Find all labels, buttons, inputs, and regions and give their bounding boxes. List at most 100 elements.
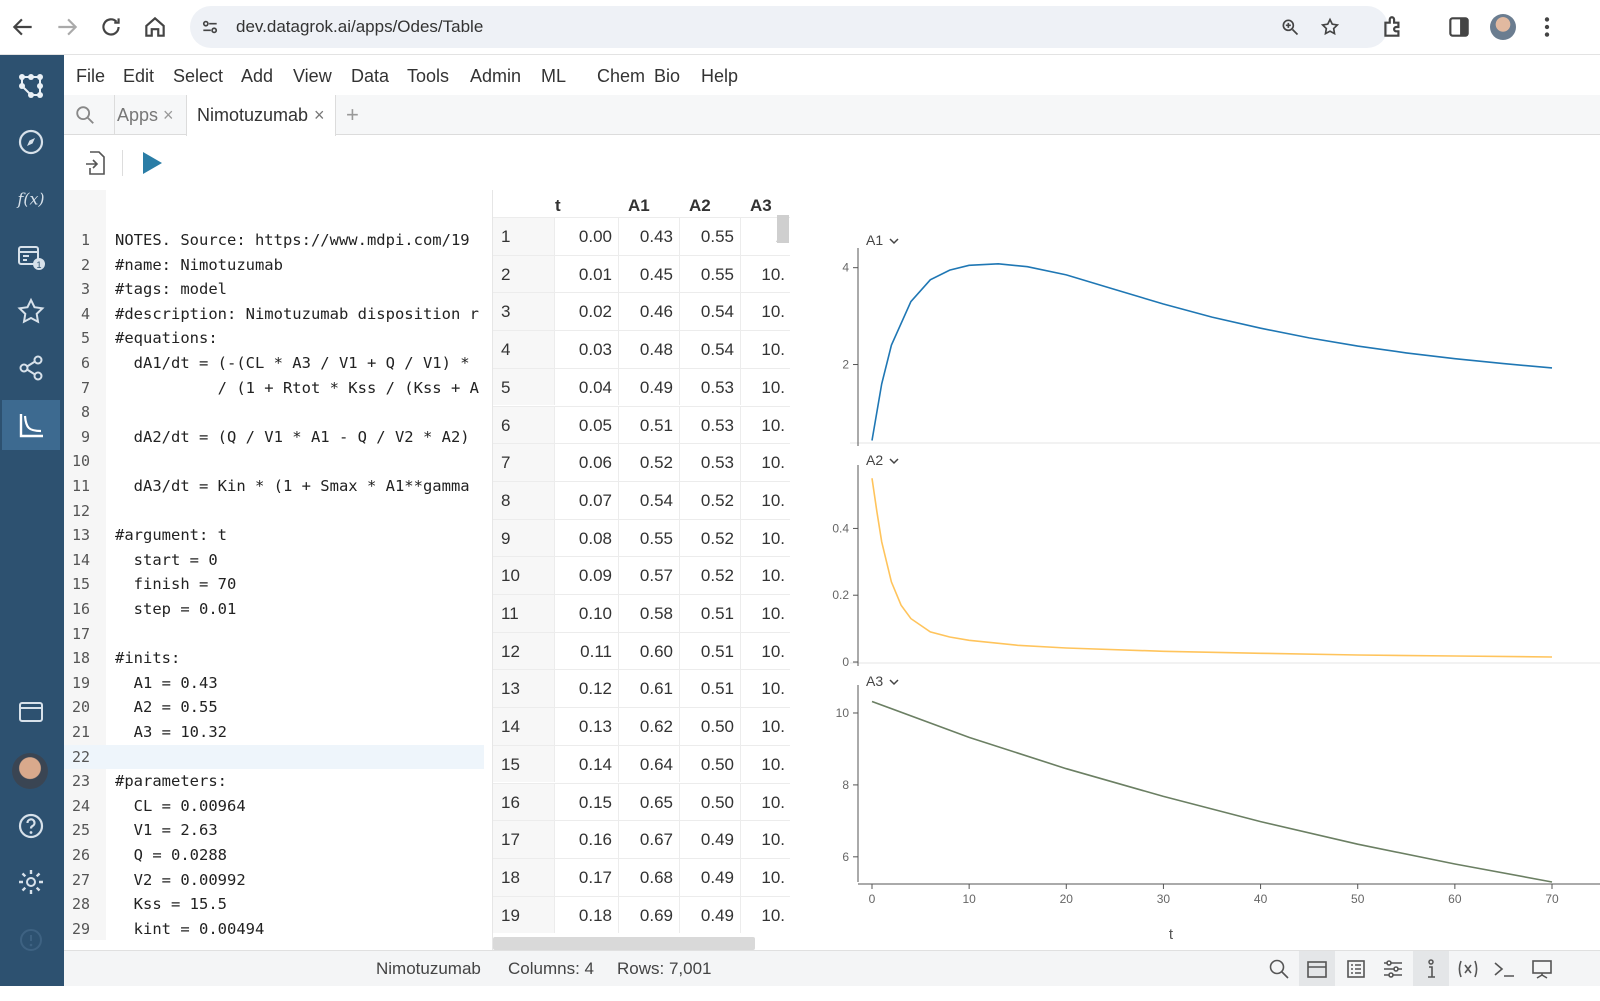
table-cell[interactable]: 0.53 — [679, 368, 740, 406]
table-cell[interactable]: 0.58 — [618, 595, 679, 632]
run-play-icon[interactable] — [140, 150, 164, 176]
code-line[interactable]: 9 dA2/dt = (Q / V1 * A1 - Q / V2 * A2) — [64, 425, 484, 450]
search-icon[interactable] — [1267, 957, 1291, 981]
menu-item-add[interactable]: Add — [241, 66, 274, 86]
table-cell[interactable]: 0.51 — [679, 595, 740, 632]
table-cell[interactable]: 0.54 — [618, 481, 679, 519]
table-cell[interactable]: 0.07 — [554, 481, 618, 519]
table-row[interactable]: 18 0.17 0.68 0.49 10. — [493, 857, 790, 896]
code-line[interactable]: 13 #argument: t — [64, 523, 484, 548]
code-line[interactable]: 21 A3 = 10.32 — [64, 720, 484, 745]
code-line[interactable]: 10 — [64, 449, 484, 474]
table-cell[interactable]: 0.52 — [618, 444, 679, 481]
row-number[interactable]: 8 — [493, 481, 554, 519]
profile-avatar[interactable] — [1490, 14, 1516, 40]
table-cell[interactable]: 0.00 — [554, 218, 618, 255]
row-number[interactable]: 17 — [493, 821, 554, 858]
table-cell[interactable]: 0.57 — [618, 557, 679, 594]
table-cell[interactable]: 10. — [740, 745, 790, 783]
row-number[interactable]: 11 — [493, 595, 554, 632]
data-grid[interactable]: t A1 A2 A3 10.000.430.55120.010.450.5510… — [492, 190, 790, 950]
table-cell[interactable]: 0.53 — [679, 406, 740, 444]
table-cell[interactable]: 0.55 — [618, 519, 679, 557]
code-line[interactable]: 1 NOTES. Source: https://www.mdpi.com/19 — [64, 228, 484, 253]
menu-item-chem[interactable]: Chem — [597, 66, 646, 86]
row-number[interactable]: 1 — [493, 218, 554, 255]
close-icon[interactable]: × — [163, 105, 174, 125]
context-help-toggle[interactable] — [1413, 951, 1449, 987]
code-line[interactable]: 18 #inits: — [64, 646, 484, 671]
table-cell[interactable]: 10. — [740, 255, 790, 293]
table-cell[interactable]: 0.09 — [554, 557, 618, 594]
row-number[interactable]: 4 — [493, 331, 554, 368]
table-cell[interactable]: 10. — [740, 368, 790, 406]
table-cell[interactable]: 0.49 — [679, 896, 740, 934]
line-charts-panel[interactable]: A1 4 2 A2 0.4 0.2 0 A3 10 8 6 0 10 20 30 40 50 60 70 t — [790, 190, 1600, 950]
table-row[interactable]: 14 0.13 0.62 0.50 10. — [493, 707, 790, 745]
code-line[interactable]: 28 Kss = 15.5 — [64, 892, 484, 917]
table-cell[interactable]: 10. — [740, 293, 790, 331]
url-text[interactable]: dev.datagrok.ai/apps/Odes/Table — [236, 17, 484, 36]
table-row[interactable]: 19 0.18 0.69 0.49 10. — [493, 895, 790, 934]
row-number[interactable]: 7 — [493, 444, 554, 481]
table-row[interactable]: 11 0.10 0.58 0.51 10. — [493, 594, 790, 632]
zoom-icon[interactable] — [1280, 17, 1300, 37]
row-number[interactable]: 2 — [493, 255, 554, 293]
menu-item-file[interactable]: File — [76, 66, 106, 86]
table-row[interactable]: 13 0.12 0.61 0.51 10. — [493, 669, 790, 708]
table-row[interactable]: 5 0.04 0.49 0.53 10. — [493, 367, 790, 406]
table-row[interactable]: 9 0.08 0.55 0.52 10. — [493, 518, 790, 557]
browse-compass-icon[interactable] — [2, 117, 60, 167]
help-icon[interactable] — [2, 801, 60, 851]
code-line[interactable]: 14 start = 0 — [64, 548, 484, 573]
table-cell[interactable]: 0.69 — [618, 896, 679, 934]
vertical-scrollbar[interactable] — [777, 215, 789, 243]
row-number[interactable]: 14 — [493, 708, 554, 745]
site-settings-icon[interactable] — [200, 17, 220, 37]
table-cell[interactable]: 10. — [740, 632, 790, 670]
table-cell[interactable]: 0.54 — [679, 293, 740, 331]
table-cell[interactable]: 0.60 — [618, 632, 679, 670]
horizontal-scrollbar[interactable] — [493, 937, 755, 950]
table-cell[interactable]: 0.45 — [618, 255, 679, 293]
menu-item-view[interactable]: View — [293, 66, 332, 86]
table-view-toggle[interactable] — [1299, 951, 1335, 987]
table-cell[interactable]: 10. — [740, 783, 790, 821]
row-number[interactable]: 5 — [493, 368, 554, 406]
table-cell[interactable]: 0.51 — [618, 406, 679, 444]
table-cell[interactable]: 0.62 — [618, 708, 679, 745]
table-cell[interactable]: 0.51 — [679, 670, 740, 708]
search-icon[interactable] — [74, 104, 96, 126]
table-row[interactable]: 4 0.03 0.48 0.54 10. — [493, 330, 790, 368]
table-cell[interactable]: 0.50 — [679, 783, 740, 821]
code-line[interactable]: 25 V1 = 2.63 — [64, 818, 484, 843]
address-bar[interactable]: dev.datagrok.ai/apps/Odes/Table — [190, 6, 1388, 48]
settings-gear-icon[interactable] — [2, 857, 60, 907]
table-cell[interactable]: 0.67 — [618, 821, 679, 858]
variables-icon[interactable] — [1456, 957, 1480, 981]
table-cell[interactable]: 0.51 — [679, 632, 740, 670]
back-icon[interactable] — [10, 14, 36, 40]
table-cell[interactable]: 0.05 — [554, 406, 618, 444]
table-cell[interactable]: 0.10 — [554, 595, 618, 632]
favorites-star-icon[interactable] — [2, 287, 60, 337]
row-number[interactable]: 6 — [493, 406, 554, 444]
forward-icon[interactable] — [54, 14, 80, 40]
menu-item-help[interactable]: Help — [701, 66, 739, 86]
code-line[interactable]: 8 — [64, 400, 484, 425]
menu-item-ml[interactable]: ML — [541, 66, 567, 86]
table-cell[interactable]: 0.16 — [554, 821, 618, 858]
table-cell[interactable]: 0.11 — [554, 632, 618, 670]
table-cell[interactable]: 0.17 — [554, 858, 618, 896]
table-cell[interactable]: 0.14 — [554, 745, 618, 783]
menu-item-tools[interactable]: Tools — [407, 66, 450, 86]
presentation-mode-icon[interactable] — [1530, 957, 1554, 981]
table-cell[interactable]: 0.49 — [679, 858, 740, 896]
table-cell[interactable]: 0.52 — [679, 557, 740, 594]
code-line[interactable]: 11 dA3/dt = Kin * (1 + Smax * A1**gamma — [64, 474, 484, 499]
datagrok-logo-icon[interactable] — [2, 61, 60, 111]
column-header-a3[interactable]: A3 — [750, 196, 772, 215]
home-icon[interactable] — [142, 14, 168, 40]
code-line[interactable]: 4 #description: Nimotuzumab disposition r — [64, 302, 484, 327]
column-header-t[interactable]: t — [555, 196, 561, 215]
